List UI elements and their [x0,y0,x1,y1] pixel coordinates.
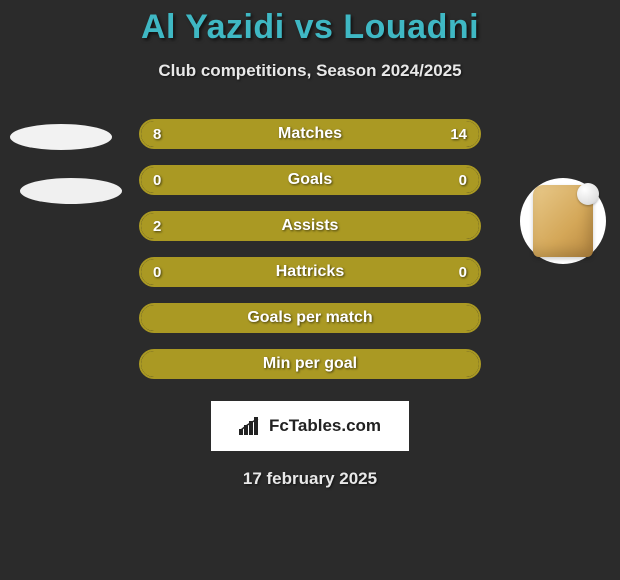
stat-row: 00Hattricks [139,257,481,287]
brand-badge: FcTables.com [211,401,409,451]
date-text: 17 february 2025 [243,469,377,489]
stat-row: 2Assists [139,211,481,241]
brand-text: FcTables.com [269,416,381,436]
page-title: Al Yazidi vs Louadni [141,8,479,47]
stat-row: Min per goal [139,349,481,379]
stat-row: 814Matches [139,119,481,149]
stat-label: Min per goal [141,351,479,377]
stats-list: 814Matches 00Goals 2Assists 00Hattricks Goal… [139,119,481,379]
trophy-icon [533,185,593,257]
stat-label: Hattricks [141,259,479,285]
stat-label: Goals [141,167,479,193]
player-left-avatar-shadow-1 [10,124,112,150]
stat-label: Matches [141,121,479,147]
stat-row: Goals per match [139,303,481,333]
ball-icon [577,183,599,205]
stat-label: Goals per match [141,305,479,331]
stat-label: Assists [141,213,479,239]
stat-row: 00Goals [139,165,481,195]
subtitle: Club competitions, Season 2024/2025 [158,61,461,81]
player-left-avatar-shadow-2 [20,178,122,204]
player-right-avatar [520,178,606,264]
brand-bars-icon [239,417,263,435]
